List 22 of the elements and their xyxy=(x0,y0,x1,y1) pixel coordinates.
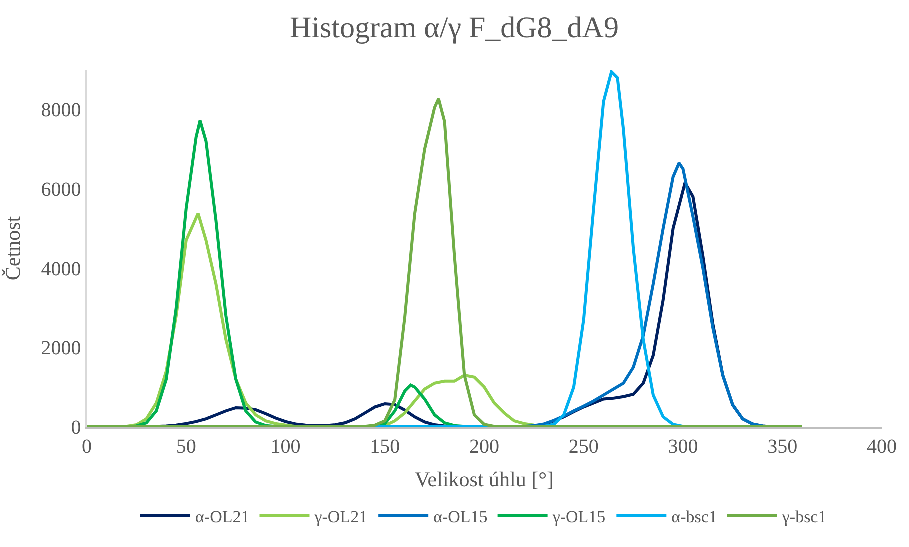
legend-label: γ-OL21 xyxy=(314,508,368,527)
legend-label: γ-bsc1 xyxy=(781,508,827,527)
y-tick-label: 8000 xyxy=(41,100,82,122)
x-tick-label: 300 xyxy=(668,436,698,458)
y-tick-label: 0 xyxy=(71,417,82,439)
legend-label: α-OL15 xyxy=(434,508,488,527)
x-tick-label: 150 xyxy=(370,436,400,458)
legend-label: α-bsc1 xyxy=(672,508,718,527)
x-tick-label: 200 xyxy=(470,436,500,458)
x-tick-label: 400 xyxy=(867,436,897,458)
x-tick-label: 350 xyxy=(768,436,798,458)
x-tick-label: 50 xyxy=(176,436,196,458)
y-tick-label: 6000 xyxy=(41,179,82,201)
x-tick-label: 100 xyxy=(270,436,301,458)
y-tick-label: 2000 xyxy=(41,338,82,360)
y-tick-label: 4000 xyxy=(41,258,82,280)
legend-label: α-OL21 xyxy=(196,508,250,527)
legend-label: γ-OL15 xyxy=(552,508,606,527)
x-axis-title: Velikost úhlu [°] xyxy=(414,467,554,492)
chart-title: Histogram α/γ F_dG8_dA9 xyxy=(290,11,619,44)
y-axis-title: Četnost xyxy=(0,216,25,281)
x-tick-label: 250 xyxy=(568,436,599,458)
